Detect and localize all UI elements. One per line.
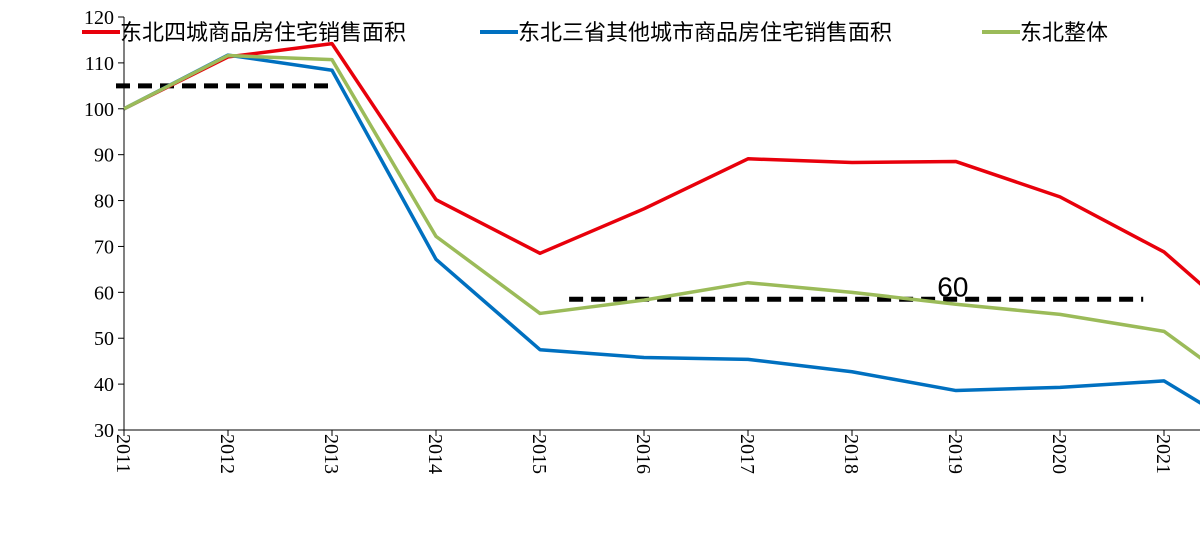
y-tick-label: 50 bbox=[94, 328, 114, 350]
y-tick-label: 60 bbox=[94, 282, 114, 304]
annotations: 60 bbox=[937, 271, 968, 302]
x-tick-label: 2017 bbox=[736, 434, 758, 474]
series-line bbox=[123, 53, 1200, 360]
x-tick-label: 2012 bbox=[216, 434, 238, 474]
reference-lines bbox=[116, 83, 1144, 302]
x-tick-label: 2011 bbox=[112, 434, 134, 473]
x-tick-label: 2018 bbox=[840, 434, 862, 474]
y-tick-label: 30 bbox=[94, 420, 114, 442]
x-tick-label: 2015 bbox=[528, 434, 550, 474]
axes: 30 40 50 60 70 80 90 100 110 120 2011 2012 2013 2014 2… bbox=[84, 7, 1200, 474]
legend-label: 东北四城商品房住宅销售面积 bbox=[120, 21, 406, 46]
y-tick-label: 120 bbox=[84, 7, 114, 29]
x-tick-label: 2021 bbox=[1152, 434, 1174, 474]
x-tick-label: 2014 bbox=[424, 434, 446, 474]
legend-label: 东北整体 bbox=[1020, 21, 1108, 46]
series-lines bbox=[123, 41, 1200, 405]
x-tick-label: 2013 bbox=[320, 434, 342, 474]
legend-label: 东北三省其他城市商品房住宅销售面积 bbox=[518, 21, 892, 46]
x-tick-label: 2016 bbox=[632, 434, 654, 474]
annotation-label: 60 bbox=[937, 271, 968, 302]
series-line bbox=[123, 53, 1200, 405]
legend: 东北四城商品房住宅销售面积 东北三省其他城市商品房住宅销售面积 东北整体 bbox=[82, 21, 1108, 46]
x-tick-label: 2019 bbox=[944, 434, 966, 474]
y-tick-label: 100 bbox=[84, 99, 114, 121]
series-line bbox=[123, 41, 1200, 286]
y-tick-label: 70 bbox=[94, 236, 114, 258]
x-tick-label: 2020 bbox=[1048, 434, 1070, 474]
y-tick-label: 80 bbox=[94, 191, 114, 213]
y-tick-label: 110 bbox=[85, 53, 114, 75]
y-tick-label: 40 bbox=[94, 374, 114, 396]
y-tick-label: 90 bbox=[94, 145, 114, 167]
